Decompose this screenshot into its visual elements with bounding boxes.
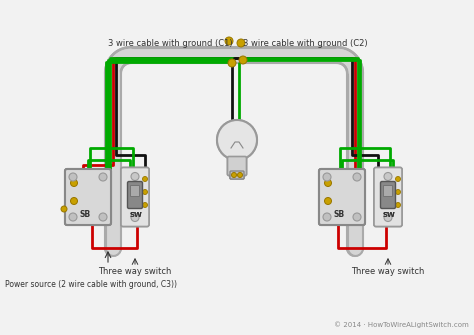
FancyBboxPatch shape: [374, 168, 402, 226]
FancyBboxPatch shape: [228, 156, 246, 176]
Circle shape: [69, 213, 77, 221]
Circle shape: [395, 190, 401, 195]
Circle shape: [131, 213, 139, 221]
FancyBboxPatch shape: [128, 182, 143, 208]
Circle shape: [237, 173, 243, 178]
Circle shape: [237, 39, 245, 47]
Text: SB: SB: [80, 209, 91, 218]
FancyBboxPatch shape: [130, 186, 139, 197]
Circle shape: [237, 173, 243, 178]
Circle shape: [323, 213, 331, 221]
Circle shape: [99, 173, 107, 181]
FancyBboxPatch shape: [230, 171, 244, 179]
Circle shape: [99, 213, 107, 221]
FancyBboxPatch shape: [121, 168, 149, 226]
Circle shape: [131, 173, 139, 181]
Circle shape: [395, 202, 401, 207]
FancyBboxPatch shape: [130, 186, 139, 197]
Circle shape: [325, 180, 331, 187]
Text: © 2014 · HowToWireALightSwitch.com: © 2014 · HowToWireALightSwitch.com: [334, 321, 469, 328]
Text: SW: SW: [383, 211, 395, 217]
Circle shape: [395, 202, 401, 207]
FancyBboxPatch shape: [65, 169, 111, 225]
FancyBboxPatch shape: [381, 182, 395, 208]
Circle shape: [69, 173, 77, 181]
Circle shape: [217, 120, 257, 160]
Circle shape: [384, 173, 392, 181]
Text: 3 wire cable with ground (C2): 3 wire cable with ground (C2): [243, 39, 367, 48]
Text: SW: SW: [383, 211, 395, 217]
Circle shape: [131, 173, 139, 181]
Circle shape: [384, 213, 392, 221]
FancyBboxPatch shape: [228, 156, 246, 176]
FancyBboxPatch shape: [319, 169, 365, 225]
Text: Three way switch: Three way switch: [351, 267, 425, 276]
Circle shape: [143, 177, 147, 182]
Circle shape: [69, 173, 77, 181]
Circle shape: [395, 177, 401, 182]
Circle shape: [353, 173, 361, 181]
FancyBboxPatch shape: [65, 169, 111, 225]
Circle shape: [239, 56, 247, 64]
Circle shape: [143, 190, 147, 195]
Circle shape: [143, 190, 147, 195]
FancyBboxPatch shape: [383, 186, 392, 197]
FancyBboxPatch shape: [230, 171, 244, 179]
Text: SB: SB: [80, 209, 91, 218]
Circle shape: [131, 213, 139, 221]
FancyBboxPatch shape: [128, 182, 143, 208]
Circle shape: [353, 213, 361, 221]
Circle shape: [231, 173, 237, 178]
Circle shape: [228, 59, 236, 67]
Text: SW: SW: [129, 211, 142, 217]
Circle shape: [323, 173, 331, 181]
Circle shape: [143, 202, 147, 207]
Circle shape: [69, 213, 77, 221]
Circle shape: [353, 173, 361, 181]
Text: 3 wire cable with ground (C1): 3 wire cable with ground (C1): [108, 39, 232, 48]
Circle shape: [71, 198, 78, 204]
FancyBboxPatch shape: [121, 168, 149, 226]
Text: Power source (2 wire cable with ground, C3)): Power source (2 wire cable with ground, …: [5, 280, 177, 289]
Circle shape: [231, 173, 237, 178]
Circle shape: [217, 120, 257, 160]
FancyBboxPatch shape: [383, 186, 392, 197]
Text: SB: SB: [333, 209, 345, 218]
Circle shape: [323, 213, 331, 221]
Circle shape: [61, 206, 67, 212]
FancyBboxPatch shape: [374, 168, 402, 226]
Text: Three way switch: Three way switch: [98, 267, 172, 276]
Circle shape: [395, 177, 401, 182]
Circle shape: [99, 213, 107, 221]
Circle shape: [71, 180, 78, 187]
Circle shape: [99, 173, 107, 181]
Text: SB: SB: [333, 209, 345, 218]
Circle shape: [353, 213, 361, 221]
Circle shape: [143, 177, 147, 182]
Circle shape: [325, 198, 331, 204]
Circle shape: [384, 213, 392, 221]
Circle shape: [384, 173, 392, 181]
Text: SW: SW: [129, 211, 142, 217]
Circle shape: [323, 173, 331, 181]
Circle shape: [395, 190, 401, 195]
FancyBboxPatch shape: [381, 182, 395, 208]
Circle shape: [143, 202, 147, 207]
FancyBboxPatch shape: [319, 169, 365, 225]
Circle shape: [225, 37, 233, 45]
